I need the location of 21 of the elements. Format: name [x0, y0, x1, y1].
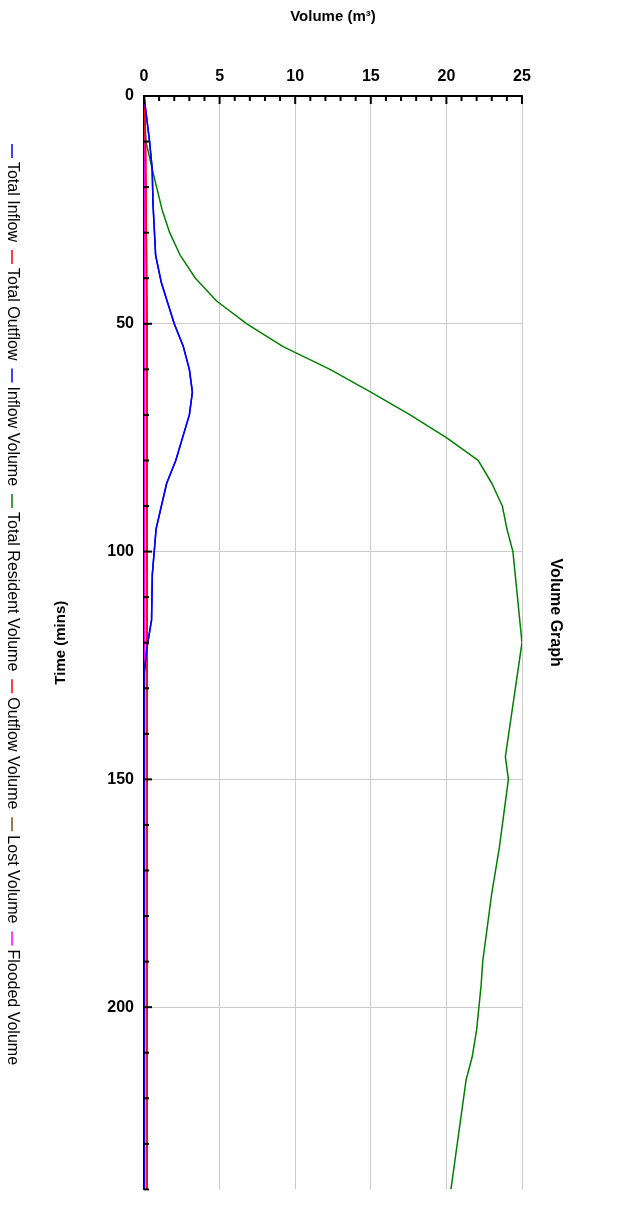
legend-label: Total Resident Volume [4, 512, 22, 672]
x-tick-label: 15 [361, 66, 380, 84]
x-tick-label: 10 [286, 66, 305, 84]
text: Volume Graph [547, 558, 565, 667]
x-axis-title: Volume (m³) [290, 7, 376, 25]
legend-label: Outflow Volume [4, 697, 22, 810]
legend-label: Lost Volume [4, 835, 22, 924]
x-tick-label: 25 [513, 66, 531, 84]
y-axis-title: Time (mins) [51, 600, 69, 685]
x-tick-label: 20 [437, 66, 456, 84]
x-tick-label: 0 [139, 66, 149, 84]
x-tick-label: 5 [215, 66, 225, 84]
y-tick-label: 0 [125, 86, 135, 104]
y-tick-label: 150 [107, 769, 135, 787]
y-tick-label: 50 [116, 314, 135, 332]
legend-label: Inflow Volume [4, 386, 22, 487]
y-tick-label: 200 [107, 997, 135, 1015]
legend-label: Total Inflow [4, 161, 22, 243]
y-tick-label: 100 [107, 541, 135, 559]
legend-label: Total Outflow [4, 268, 22, 361]
legend-label: Flooded Volume [4, 949, 22, 1066]
